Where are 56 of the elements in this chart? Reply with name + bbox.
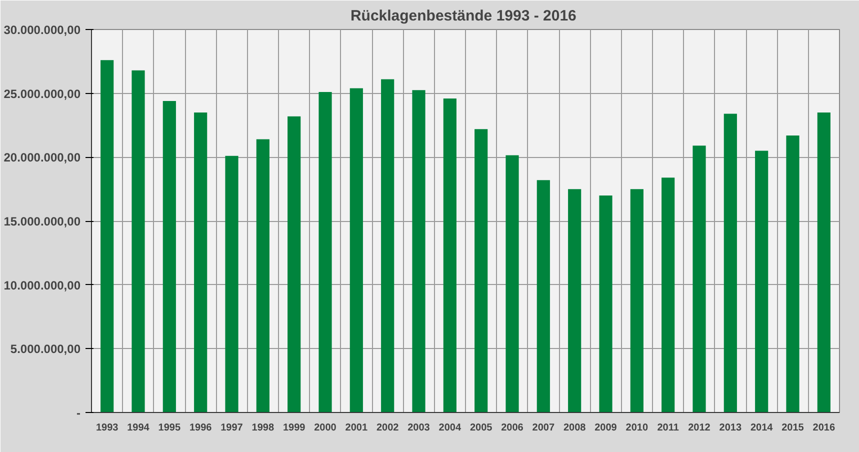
bar [100,60,114,412]
x-tick-label: 2009 [594,422,618,434]
bar [724,114,737,412]
y-tick-label: 5.000.000,00 [10,342,81,356]
y-tick-label: - [76,406,81,420]
bar [443,98,456,412]
y-tick-label: 10.000.000,00 [4,278,81,292]
bar [162,100,176,412]
x-tick-label: 2012 [688,422,711,434]
bar [288,116,301,412]
bar [817,112,830,412]
x-tick-label: 2004 [438,422,462,434]
bar [474,129,488,412]
chart-title: Rücklagenbestände 1993 - 2016 [350,8,576,24]
bar [755,150,768,412]
x-tick-label: 1993 [96,422,119,434]
x-tick-label: 2005 [470,422,493,434]
x-tick-label: 1996 [189,422,212,434]
x-tick-label: 1995 [158,422,181,434]
bar [412,90,426,412]
bar [599,195,612,412]
bar [692,146,706,412]
bar [536,180,550,412]
bar [630,189,644,412]
bar [350,88,363,412]
x-tick-label: 2001 [345,422,368,434]
x-tick-label: 2000 [314,422,337,434]
x-tick-label: 1999 [282,422,306,434]
x-tick-label: 2010 [626,422,648,434]
x-tick-label: 2015 [782,422,804,434]
x-tick-label: 2013 [719,422,742,434]
x-tick-label: 2016 [812,422,836,434]
x-tick-label: 1998 [252,422,274,434]
x-tick-label: 2011 [657,422,680,434]
bar [381,79,394,412]
bar [568,189,582,412]
x-tick-label: 1994 [127,422,150,434]
bar [662,178,675,412]
x-tick-label: 1997 [220,422,244,434]
x-tick-label: 2006 [501,422,524,434]
y-tick-label: 25.000.000,00 [4,86,81,101]
x-tick-label: 2007 [532,422,555,434]
y-tick-label: 20.000.000,00 [4,150,81,165]
y-tick-label: 15.000.000,00 [4,214,81,228]
bar [786,135,800,412]
bar [506,155,519,412]
bar [256,139,270,412]
y-tick-label: 30.000.000,00 [4,23,81,37]
bar [132,70,145,412]
x-tick-label: 2008 [563,422,586,434]
bar [194,112,208,412]
bar [225,156,238,412]
x-tick-label: 2002 [376,422,400,434]
x-tick-label: 2003 [408,422,430,434]
bar [318,92,332,412]
x-tick-label: 2014 [750,422,774,434]
